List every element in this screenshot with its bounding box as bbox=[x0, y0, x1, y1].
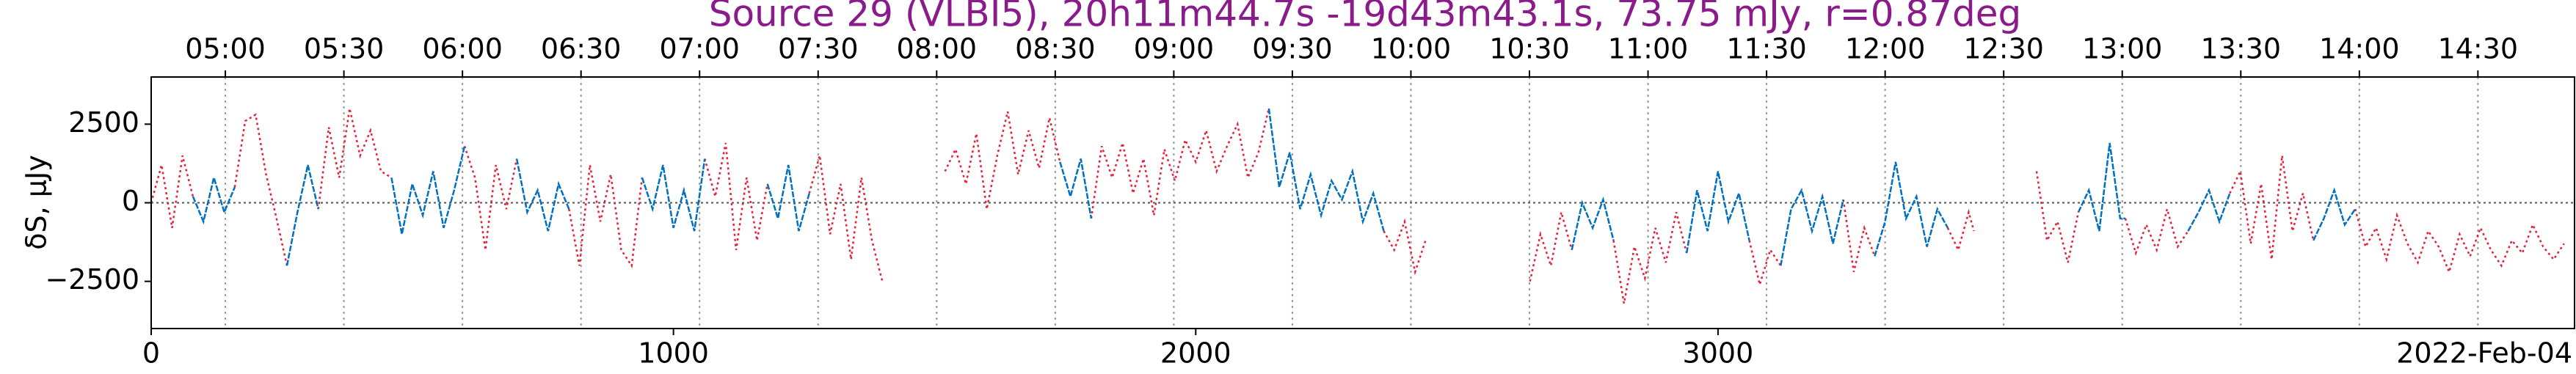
top-tick-label: 08:30 bbox=[1015, 33, 1096, 65]
top-tick-label: 13:30 bbox=[2201, 33, 2282, 65]
plot-frame bbox=[150, 76, 2575, 329]
top-tick-label: 11:00 bbox=[1608, 33, 1689, 65]
top-tick-label: 12:00 bbox=[1845, 33, 1926, 65]
top-tick-label: 14:30 bbox=[2438, 33, 2519, 65]
top-tick-label: 13:00 bbox=[2082, 33, 2163, 65]
top-tick-label: 07:00 bbox=[659, 33, 740, 65]
top-tick-label: 11:30 bbox=[1726, 33, 1807, 65]
x-tick-label: 1000 bbox=[638, 337, 709, 370]
top-tick-label: 10:30 bbox=[1489, 33, 1570, 65]
top-tick-label: 14:00 bbox=[2319, 33, 2400, 65]
x-tick-label: 0 bbox=[142, 337, 160, 370]
x-tick-label: 2000 bbox=[1160, 337, 1231, 370]
top-tick-label: 12:30 bbox=[1963, 33, 2044, 65]
top-tick-label: 06:30 bbox=[541, 33, 622, 65]
chart-title: Source 29 (VLBI5), 20h11m44.7s -19d43m43… bbox=[709, 0, 2022, 35]
y-tick-label: 0 bbox=[122, 185, 139, 217]
date-label: 2022-Feb-04 bbox=[2396, 337, 2572, 370]
x-tick-label: 3000 bbox=[1683, 337, 1754, 370]
top-tick-label: 08:00 bbox=[897, 33, 978, 65]
y-tick-label: 2500 bbox=[68, 106, 139, 139]
y-tick-label: −2500 bbox=[45, 263, 139, 296]
top-tick-label: 10:00 bbox=[1371, 33, 1452, 65]
top-tick-label: 06:00 bbox=[422, 33, 503, 65]
series-line bbox=[150, 108, 2565, 304]
top-tick-label: 05:00 bbox=[185, 33, 266, 65]
top-tick-label: 09:00 bbox=[1134, 33, 1215, 65]
top-tick-label: 07:30 bbox=[778, 33, 859, 65]
y-axis-label: δS, μJy bbox=[21, 155, 53, 249]
top-tick-label: 05:30 bbox=[304, 33, 385, 65]
top-tick-label: 09:30 bbox=[1252, 33, 1333, 65]
series-line bbox=[192, 108, 2357, 266]
